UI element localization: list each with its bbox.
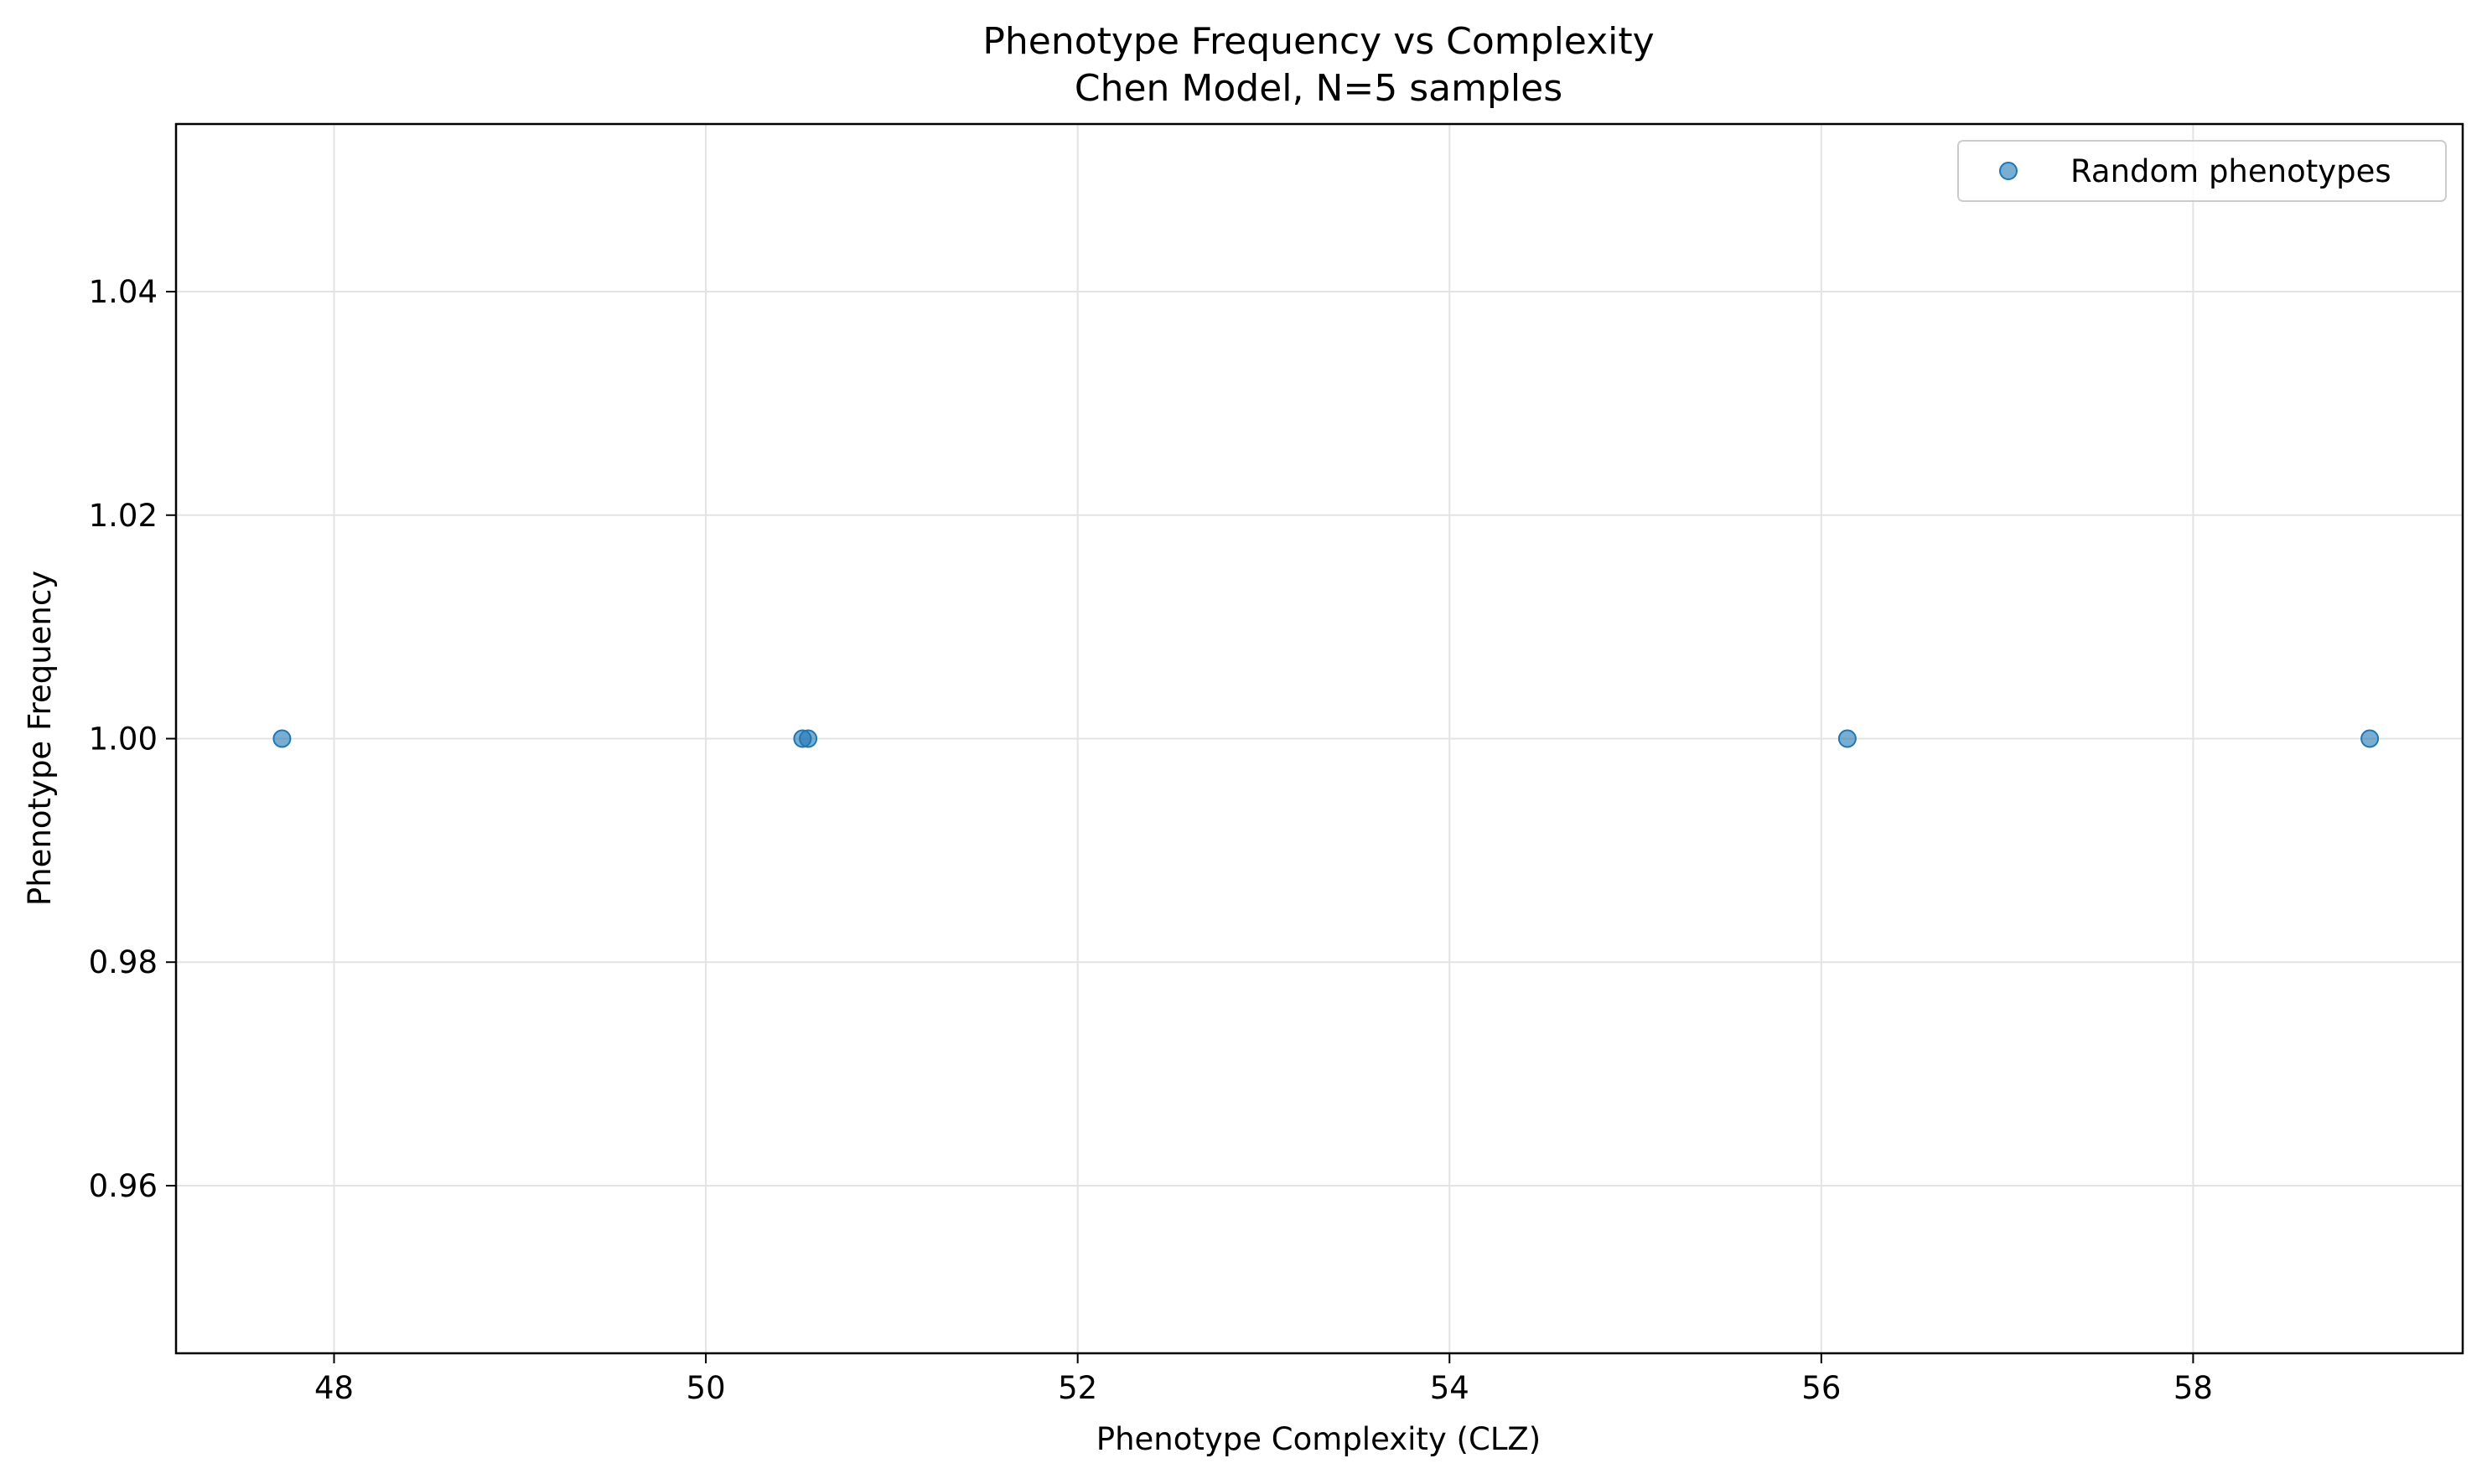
grid-lines [176,124,2463,1353]
y-tick-label: 1.00 [89,721,158,758]
x-axis-label: Phenotype Complexity (CLZ) [1096,1421,1541,1457]
legend-marker [1999,162,2018,180]
legend: Random phenotypes [1957,140,2447,202]
scatter-point [272,729,292,748]
scatter-point [2360,729,2380,748]
y-tick-label: 0.98 [89,944,158,980]
x-tick-label: 54 [1430,1370,1469,1406]
y-tick-label: 0.96 [89,1168,158,1204]
y-axis-label: Phenotype Frequency [22,571,58,906]
axis-ticks: 48 50 52 54 56 58 0.96 0.98 1.00 1.02 1.04 [89,274,2213,1406]
y-tick-label: 1.04 [89,274,158,310]
x-tick-label: 48 [314,1370,354,1406]
scatter-point [799,729,818,748]
chart-title: Phenotype Frequency vs Complexity [982,20,1654,63]
x-tick-label: 58 [2174,1370,2213,1406]
x-tick-label: 56 [1801,1370,1841,1406]
legend-box [1957,140,2447,202]
x-tick-label: 50 [687,1370,726,1406]
plot-frame [174,122,2464,1355]
legend-label: Random phenotypes [2070,153,2391,189]
chart-subtitle: Chen Model, N=5 samples [1075,67,1562,110]
x-tick-label: 52 [1058,1370,1097,1406]
data-points [272,729,2380,748]
y-tick-label: 1.02 [89,498,158,534]
scatter-point [1837,729,1857,748]
